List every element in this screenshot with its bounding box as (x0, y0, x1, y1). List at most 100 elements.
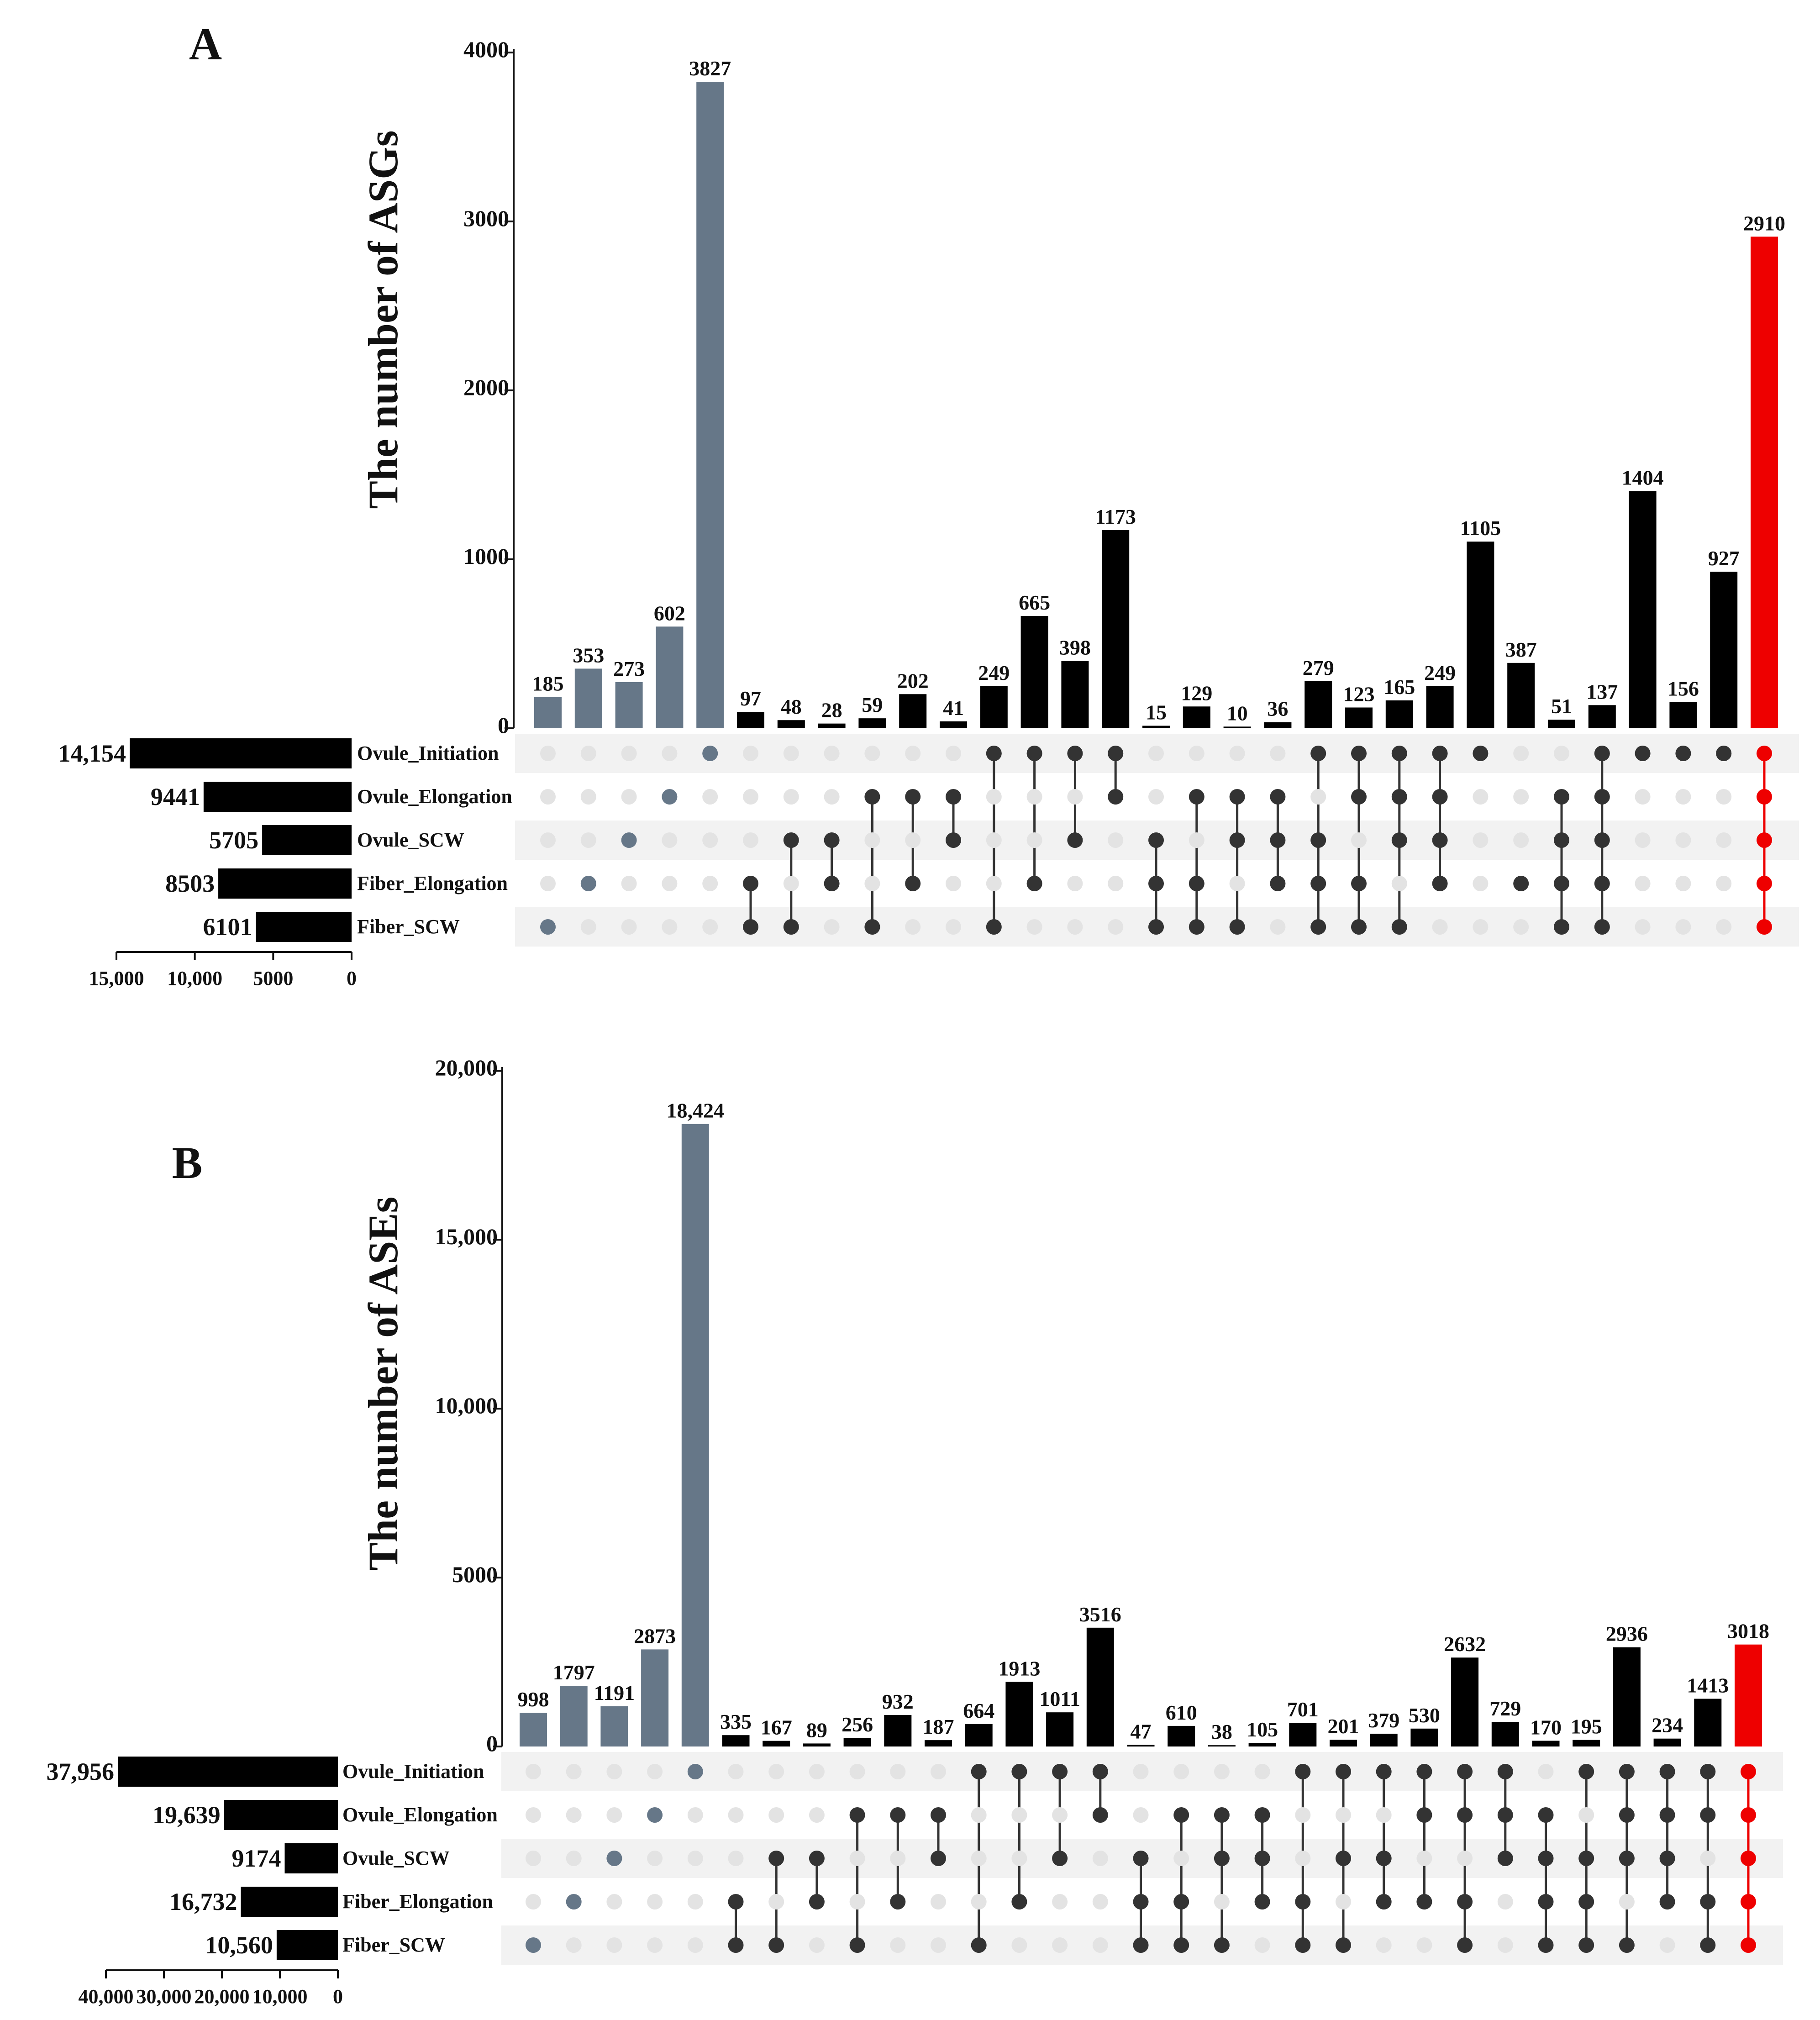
bar-value-label: 701 (1287, 1698, 1319, 1721)
matrix-dot-active (702, 746, 718, 761)
matrix-dot-active (1594, 876, 1610, 891)
matrix-dot-active (1497, 1764, 1513, 1779)
matrix-dot-active (809, 1851, 825, 1866)
matrix-dot-inactive (728, 1764, 744, 1779)
matrix-dot-inactive (647, 1937, 663, 1953)
matrix-dot-active (864, 789, 880, 805)
intersection-bar (1629, 491, 1657, 728)
set-name-label: Fiber_SCW (357, 915, 460, 938)
bar-value-label: 998 (518, 1688, 549, 1711)
bar-value-label: 1797 (553, 1661, 595, 1684)
set-size-label: 9174 (231, 1845, 281, 1872)
matrix-dot-inactive (1011, 1937, 1027, 1953)
matrix-dot-inactive (606, 1937, 622, 1953)
matrix-dot-active (1554, 832, 1569, 848)
intersection-bar (777, 720, 805, 728)
matrix-dot-active (1416, 1894, 1432, 1910)
matrix-dot-inactive (1473, 919, 1489, 935)
matrix-dot-active (1554, 919, 1569, 935)
matrix-dot-inactive (621, 789, 637, 805)
matrix-dot-inactive (1336, 1894, 1351, 1910)
matrix-dot-inactive (1026, 832, 1042, 848)
bar-value-label: 165 (1383, 675, 1415, 699)
matrix-dot-inactive (1189, 746, 1205, 761)
matrix-dot-active (1538, 1851, 1554, 1866)
intersection-bar (1102, 530, 1130, 728)
matrix-dot-active (986, 919, 1002, 935)
matrix-dot-inactive (1675, 832, 1691, 848)
matrix-dot-active (1310, 746, 1326, 761)
matrix-dot-active (1700, 1894, 1716, 1910)
matrix-dot-inactive (1173, 1764, 1189, 1779)
matrix-dot-inactive (702, 876, 718, 891)
matrix-dot-inactive (702, 919, 718, 935)
matrix-dot-active (1538, 1937, 1554, 1953)
matrix-dot-inactive (824, 919, 840, 935)
y-tick-label: 15,000 (435, 1224, 498, 1249)
matrix-dot-inactive (1716, 832, 1732, 848)
matrix-dot-active (783, 832, 799, 848)
matrix-dot-inactive (986, 789, 1002, 805)
matrix-dot-inactive (1473, 876, 1489, 891)
y-tick-label: 0 (498, 712, 509, 738)
matrix-dot-active (1067, 746, 1083, 761)
bar-value-label: 2873 (634, 1624, 676, 1647)
set-size-label: 6101 (203, 913, 252, 941)
matrix-dot-inactive (1391, 876, 1407, 891)
matrix-dot-active (1148, 876, 1164, 891)
matrix-dot-inactive (702, 832, 718, 848)
matrix-dot-active (1148, 832, 1164, 848)
matrix-dot-inactive (1497, 1894, 1513, 1910)
matrix-dot-active (809, 1894, 825, 1910)
matrix-dot-inactive (849, 1851, 865, 1866)
matrix-dot-inactive (849, 1764, 865, 1779)
set-size-label: 10,560 (205, 1931, 273, 1959)
bar-value-label: 38 (1211, 1720, 1232, 1743)
matrix-dot-active (946, 832, 961, 848)
matrix-dot-inactive (1254, 1937, 1270, 1953)
matrix-dot-inactive (606, 1894, 622, 1910)
matrix-dot-active (1716, 746, 1732, 761)
panel-label: A (189, 19, 222, 69)
bar-value-label: 185 (532, 672, 564, 695)
set-name-label: Ovule_Elongation (357, 785, 512, 808)
matrix-dot-active (1757, 789, 1772, 805)
bar-value-label: 202 (897, 669, 929, 692)
bar-value-label: 167 (761, 1716, 792, 1739)
matrix-dot-active (540, 919, 556, 935)
bar-value-label: 195 (1571, 1715, 1602, 1738)
y-tick-label: 1000 (463, 543, 509, 569)
matrix-dot-inactive (580, 832, 596, 848)
intersection-bar (843, 1738, 871, 1746)
matrix-dot-active (1741, 1764, 1756, 1779)
matrix-dot-inactive (809, 1937, 825, 1953)
matrix-dot-active (1659, 1894, 1675, 1910)
matrix-dot-inactive (1473, 832, 1489, 848)
matrix-dot-inactive (540, 876, 556, 891)
intersection-bar (681, 1124, 709, 1746)
bar-value-label: 170 (1530, 1715, 1562, 1739)
matrix-dot-active (1214, 1851, 1230, 1866)
set-size-tick-label: 10,000 (252, 1985, 308, 2008)
matrix-dot-inactive (1067, 919, 1083, 935)
bar-value-label: 379 (1368, 1709, 1399, 1732)
matrix-dot-active (647, 1807, 663, 1823)
intersection-bar (1168, 1725, 1195, 1746)
matrix-dot-active (1700, 1764, 1716, 1779)
bar-value-label: 15 (1146, 700, 1167, 724)
bar-value-label: 729 (1489, 1697, 1521, 1720)
matrix-dot-active (606, 1851, 622, 1866)
set-name-label: Ovule_Elongation (342, 1804, 498, 1826)
matrix-dot-inactive (687, 1937, 703, 1953)
intersection-bar (1751, 237, 1778, 728)
panel-label: B (172, 1137, 203, 1188)
matrix-dot-active (1457, 1764, 1473, 1779)
intersection-bar (1142, 726, 1170, 728)
matrix-dot-active (905, 876, 921, 891)
matrix-dot-inactive (768, 1764, 784, 1779)
matrix-dot-inactive (1554, 746, 1569, 761)
matrix-dot-inactive (1092, 1851, 1108, 1866)
matrix-dot-active (1214, 1807, 1230, 1823)
matrix-dot-inactive (566, 1764, 582, 1779)
bar-value-label: 1011 (1039, 1687, 1080, 1710)
